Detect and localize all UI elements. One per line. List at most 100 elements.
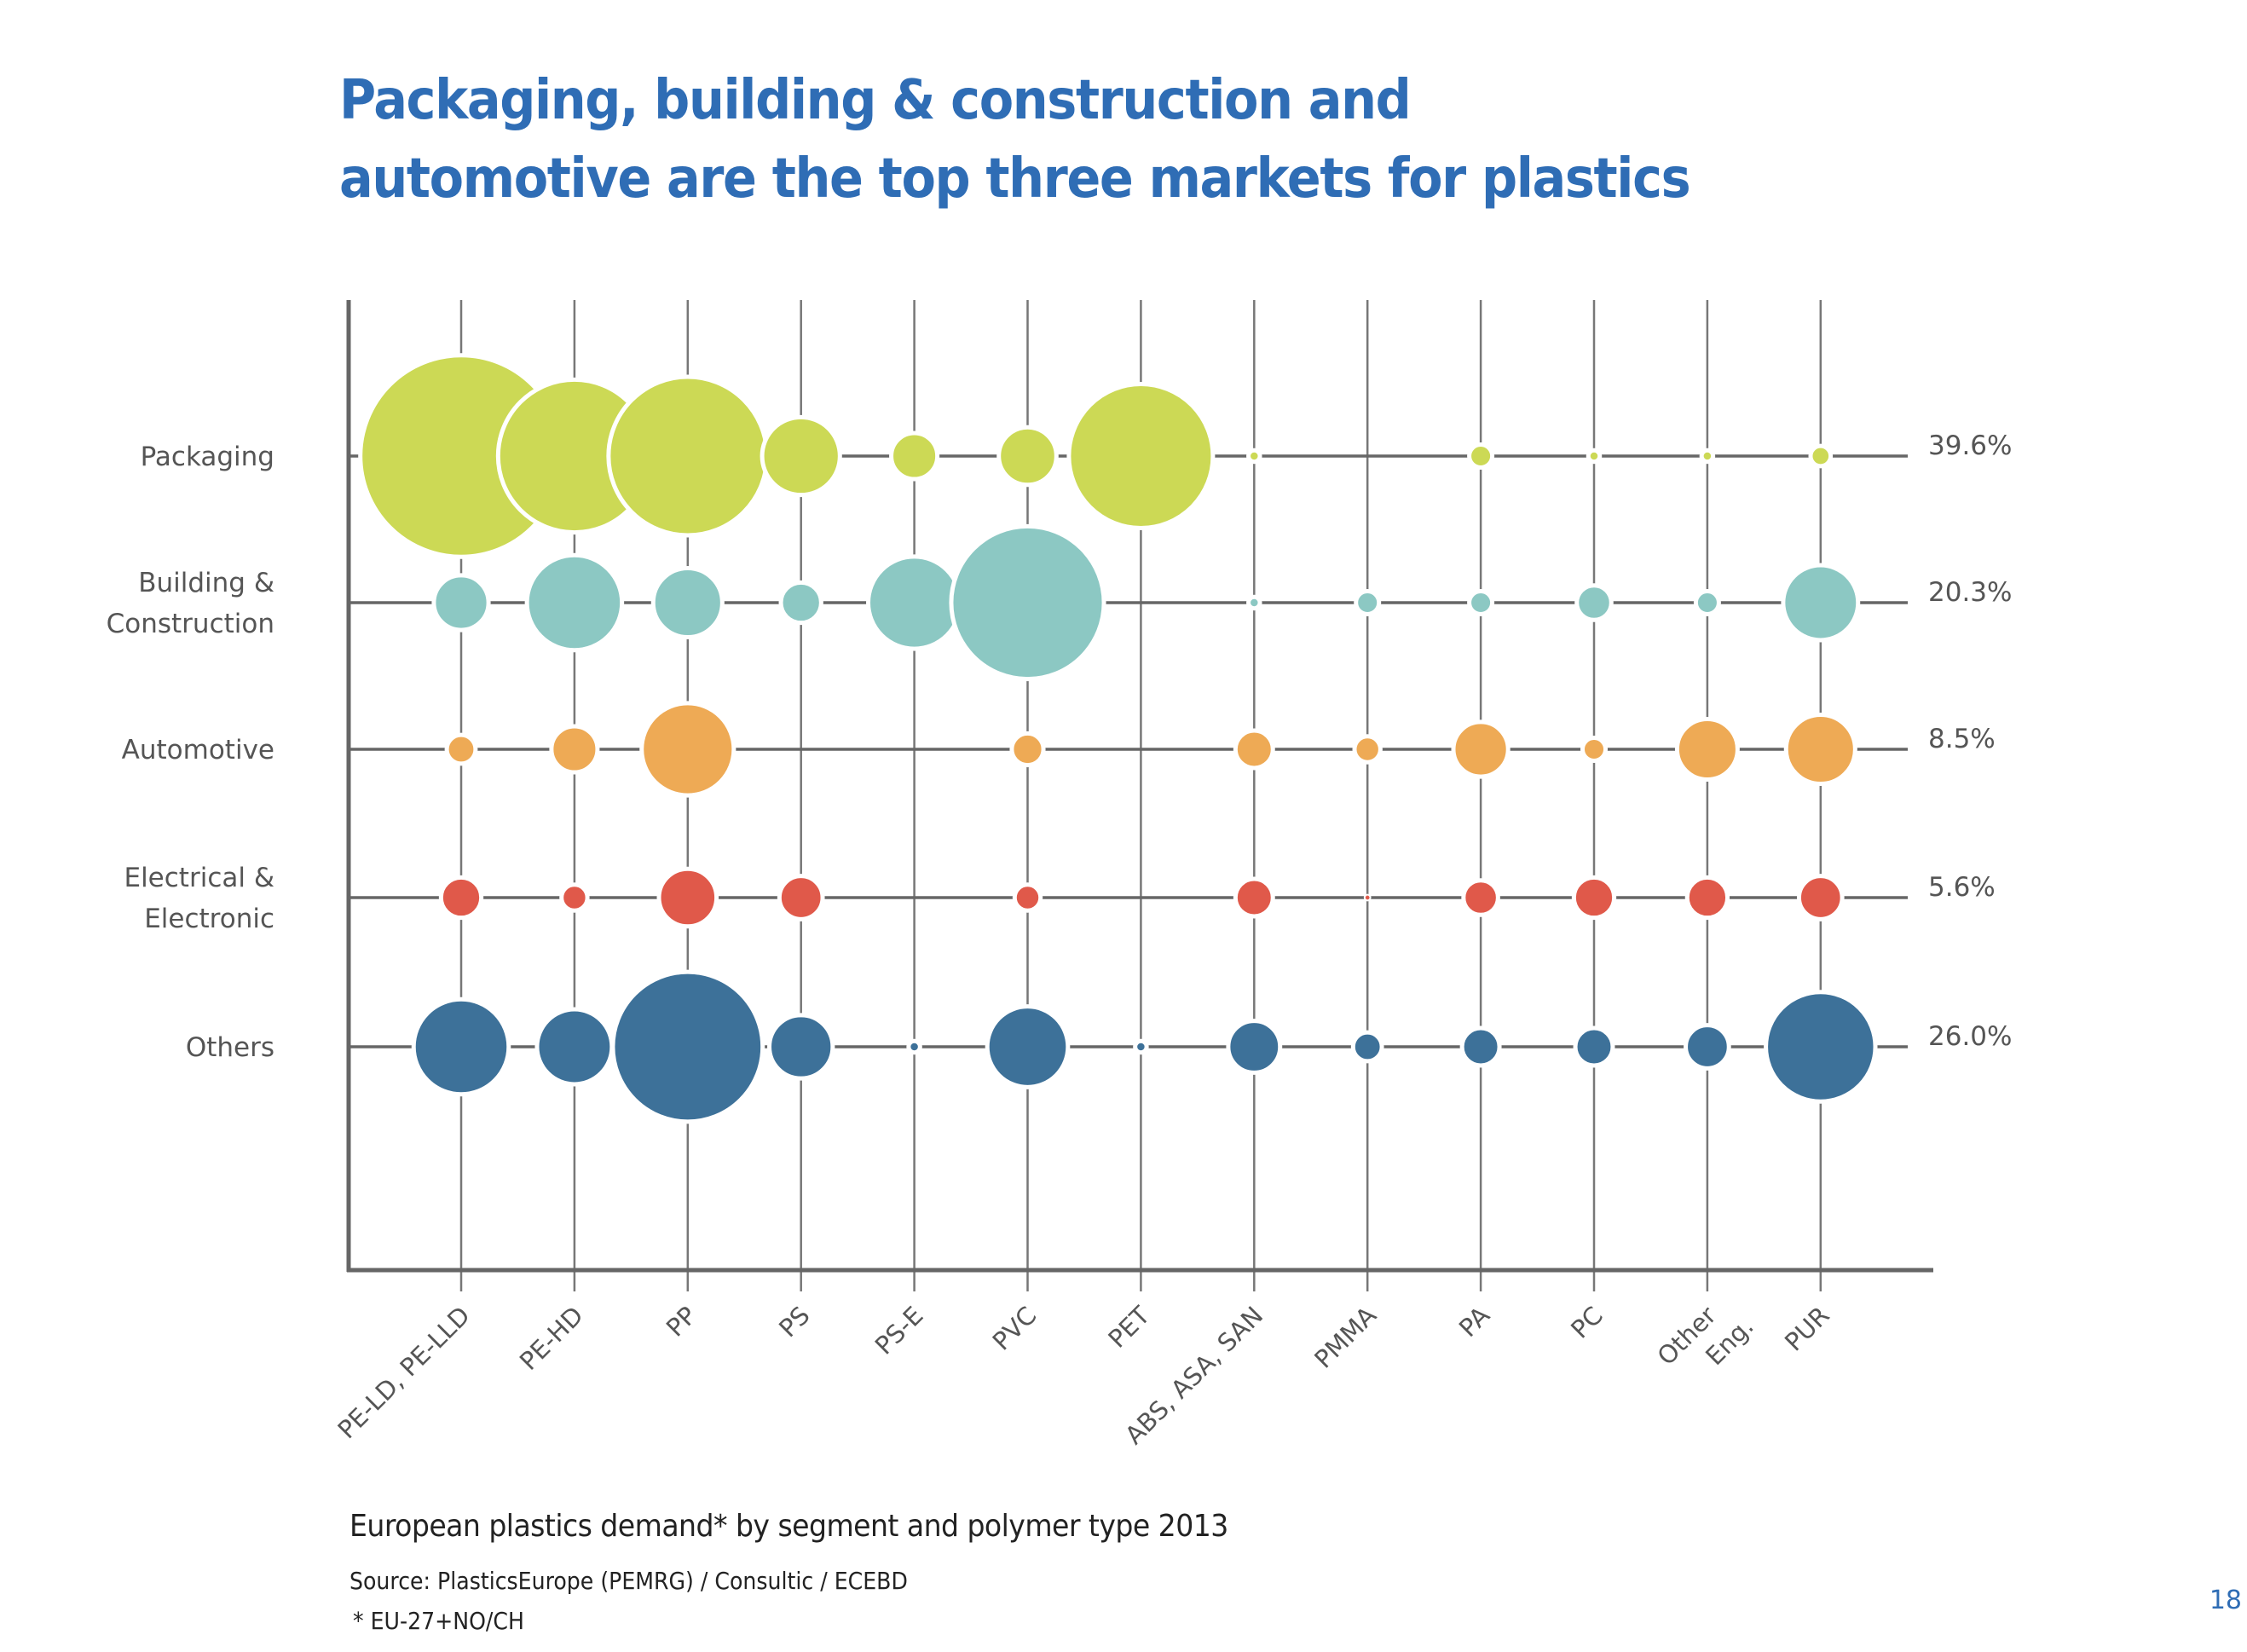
x-tick-label-line: PA xyxy=(1453,1301,1495,1343)
bubble xyxy=(1246,448,1262,465)
bubble xyxy=(549,724,600,775)
row-label: Building & Construction xyxy=(107,568,274,639)
x-tick-label: PC xyxy=(1565,1301,1609,1344)
x-tick-label: PA xyxy=(1453,1301,1495,1343)
row-label: Others xyxy=(186,1032,274,1063)
bubble xyxy=(1580,735,1609,764)
bubble xyxy=(650,565,725,640)
x-tick-label-line: PMMA xyxy=(1308,1301,1382,1374)
x-tick-label-line: PC xyxy=(1565,1301,1609,1344)
bubble xyxy=(1674,717,1740,782)
bubble xyxy=(1684,1023,1731,1071)
axes xyxy=(346,300,1933,1273)
bubble xyxy=(1764,990,1878,1104)
row-label-line: Electrical & xyxy=(124,863,274,893)
bubble xyxy=(1226,1019,1283,1075)
row-label-line: Others xyxy=(186,1032,274,1063)
row-labels: Packaging Building & Construction Automotiv… xyxy=(107,442,274,1063)
share-labels: 39.6% 20.3% 8.5% 5.6% 26.0% xyxy=(1928,430,2012,1052)
x-tick-label-line: PS-E xyxy=(869,1301,929,1360)
bubble xyxy=(639,701,736,798)
chart-footnote: * EU-27+NO/CH xyxy=(353,1607,524,1635)
title-line-2: automotive are the top three markets for… xyxy=(339,147,1691,211)
x-tick-label: PMMA xyxy=(1308,1301,1382,1374)
bubble xyxy=(906,1038,922,1055)
x-tick-label: PE-HD xyxy=(514,1301,589,1376)
bubble xyxy=(1459,1025,1502,1068)
x-tick-label-line: PE-HD xyxy=(514,1301,589,1376)
bubble xyxy=(1586,448,1603,465)
x-tick-label-line: PS xyxy=(773,1301,815,1343)
bubble xyxy=(1693,588,1721,617)
bubble xyxy=(1363,893,1372,902)
x-tick-label: PP xyxy=(661,1301,702,1343)
row-label-line: Automotive xyxy=(122,735,274,765)
bubble xyxy=(606,374,770,538)
bubble xyxy=(985,1004,1071,1089)
bubble xyxy=(1461,878,1500,917)
share-label: 8.5% xyxy=(1928,724,1996,754)
row-label-line: Electronic xyxy=(144,904,274,934)
x-tick-label-line: PE-LD, PE-LLD xyxy=(332,1301,476,1444)
x-tick-label-line: PET xyxy=(1102,1301,1155,1354)
x-tick-label: PVC xyxy=(987,1301,1043,1356)
bubble xyxy=(411,996,511,1097)
share-label: 39.6% xyxy=(1928,430,2012,461)
bubble xyxy=(1699,448,1716,465)
share-label: 5.6% xyxy=(1928,872,1996,903)
x-tick-label-line: PVC xyxy=(987,1301,1043,1356)
bubble xyxy=(1352,734,1383,765)
chart-source: Source: PlasticsEurope (PEMRG) / Consult… xyxy=(349,1567,908,1595)
bubble xyxy=(1012,882,1043,913)
x-tick-label-line: PUR xyxy=(1779,1301,1835,1357)
bubble xyxy=(1781,563,1861,643)
bubble xyxy=(1573,1025,1615,1068)
row-label-line: Packaging xyxy=(141,442,274,472)
bubble xyxy=(444,732,478,766)
bubble xyxy=(534,1007,615,1087)
row-label-line: Building & xyxy=(138,568,274,598)
bubble xyxy=(1808,443,1834,469)
bubble xyxy=(1451,719,1511,779)
bubbles xyxy=(358,353,1878,1124)
bubble xyxy=(1574,583,1614,622)
row-label-line: Construction xyxy=(107,609,274,639)
bubble xyxy=(949,523,1106,682)
bubble xyxy=(524,552,625,653)
bubble xyxy=(889,430,940,482)
x-tick-label: PE-LD, PE-LLD xyxy=(332,1301,476,1444)
bubble xyxy=(1467,588,1495,617)
page-title: Packaging, building & construction and a… xyxy=(339,61,1691,218)
row-label: Electrical & Electronic xyxy=(124,863,274,934)
bubble xyxy=(1783,712,1857,787)
bubble xyxy=(1354,588,1382,617)
page-number: 18 xyxy=(2209,1586,2242,1615)
x-tick-label: PS xyxy=(773,1301,815,1343)
bubble xyxy=(777,874,825,921)
bubble xyxy=(1684,875,1730,921)
bubble xyxy=(778,580,823,626)
bubble xyxy=(1009,731,1046,768)
row-label: Automotive xyxy=(122,735,274,765)
chart-caption: European plastics demand* by segment and… xyxy=(349,1509,1228,1544)
bubble xyxy=(438,875,484,921)
x-tick-label: PS-E xyxy=(869,1301,929,1360)
bubble xyxy=(996,425,1059,488)
bubble xyxy=(431,573,491,632)
x-tick-label-line: PP xyxy=(661,1301,702,1343)
bubble xyxy=(866,554,963,651)
share-label: 26.0% xyxy=(1928,1021,2012,1052)
x-tick-label: PUR xyxy=(1779,1301,1835,1357)
bubble xyxy=(559,882,590,913)
bubble xyxy=(1233,876,1275,919)
bubble xyxy=(1246,594,1262,611)
bubble xyxy=(760,414,842,498)
bubble xyxy=(610,969,765,1124)
bubble xyxy=(1796,874,1845,921)
bubble xyxy=(1066,382,1216,530)
bubble xyxy=(656,866,719,929)
x-tick-label: OtherEng. xyxy=(1652,1287,1759,1395)
bubble xyxy=(1571,875,1617,921)
